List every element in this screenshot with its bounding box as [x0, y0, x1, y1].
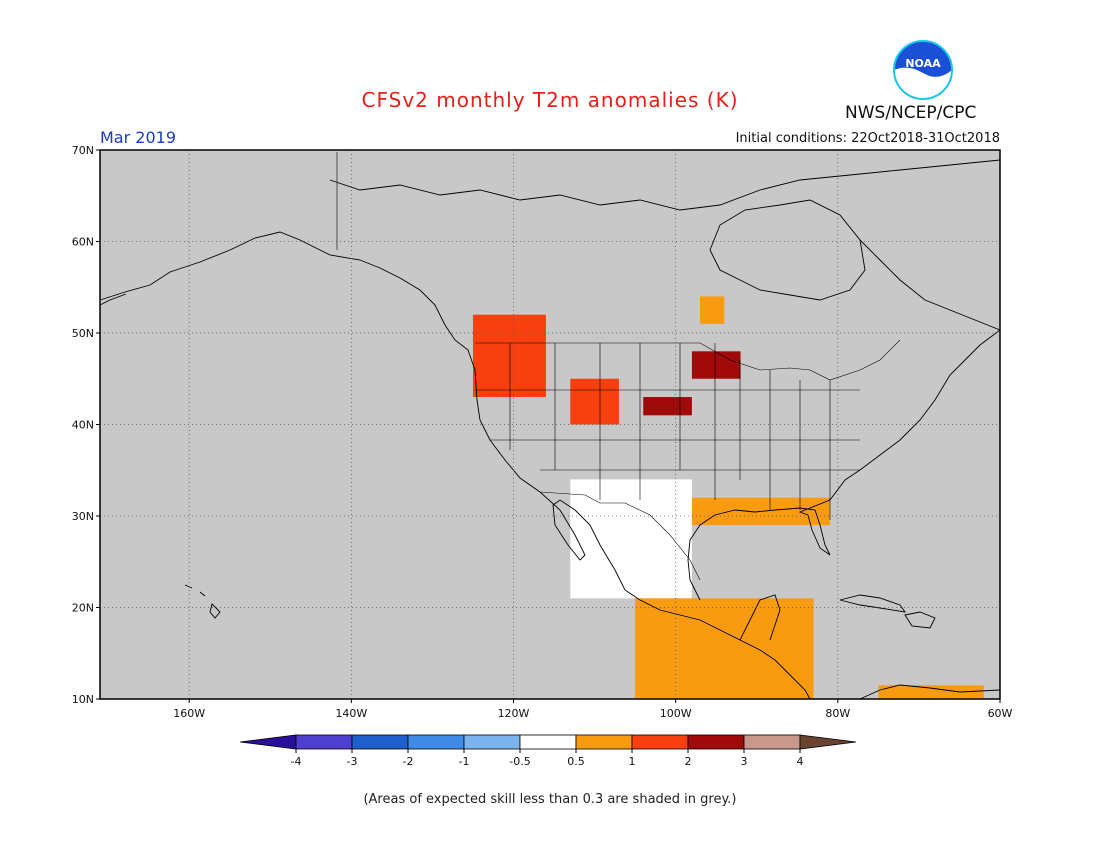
- noaa-logo-text: NOAA: [905, 57, 941, 70]
- anomaly-caribbean: [878, 685, 984, 699]
- colorbar-segment: [743, 734, 801, 750]
- lat-label: 20N: [72, 602, 94, 615]
- lat-label: 40N: [72, 419, 94, 432]
- colorbar-segment: [407, 734, 465, 750]
- south-america-coastline: [859, 684, 1001, 700]
- colorbar-label: 1: [629, 755, 636, 768]
- colorbar-segment: [687, 734, 745, 750]
- longitude-labels: 160W 140W 120W 100W 80W 60W: [173, 699, 1013, 720]
- latitude-labels: 70N 60N 50N 40N 30N 20N 10N: [72, 144, 100, 706]
- colorbar-label: 0.5: [567, 755, 585, 768]
- anomaly-mexico-central-america: [635, 598, 814, 699]
- labrador-coastline: [859, 239, 1001, 331]
- colorbar-label: 2: [685, 755, 692, 768]
- agency-label: NWS/NCEP/CPC: [845, 103, 977, 123]
- gulf-coastline: [687, 329, 1001, 601]
- colorbar-label: -0.5: [509, 755, 530, 768]
- state-borders: [475, 343, 860, 520]
- noaa-logo: NOAA: [893, 40, 953, 100]
- yucatan-coastline: [739, 594, 781, 641]
- coastlines: [99, 159, 1001, 700]
- lon-label: 60W: [988, 707, 1013, 720]
- arctic-coastline: [329, 159, 1001, 211]
- map-background: [100, 150, 1000, 699]
- colorbar-label: 3: [741, 755, 748, 768]
- anomaly-pacific-northwest: [472, 314, 546, 398]
- colorbar-label: -4: [291, 755, 302, 768]
- colorbar-segment: [631, 734, 689, 750]
- us-canada-border: [475, 339, 901, 381]
- forecast-month: Mar 2019: [100, 128, 176, 147]
- colorbar-segment: [799, 734, 857, 750]
- anomaly-nebraska: [643, 397, 692, 416]
- lat-label: 30N: [72, 510, 94, 523]
- anomaly-southwest-us-mexico: [570, 479, 692, 599]
- political-borders: [336, 152, 901, 581]
- colorbar-label: -2: [403, 755, 414, 768]
- colorbar-segment: [463, 734, 521, 750]
- colorbar-label: 4: [797, 755, 804, 768]
- lon-label: 100W: [660, 707, 692, 720]
- lat-label: 50N: [72, 327, 94, 340]
- colorbar: -4 -3 -2 -1 -0.5 0.5 1 2 3 4: [239, 734, 857, 768]
- us-mexico-border: [539, 491, 701, 581]
- lon-label: 160W: [173, 707, 205, 720]
- anomaly-minnesota: [691, 351, 741, 379]
- colorbar-label: -3: [347, 755, 358, 768]
- colorbar-segment: [519, 734, 577, 750]
- chart-title: CFSv2 monthly T2m anomalies (K): [361, 88, 739, 112]
- hudson-bay-coastline: [709, 199, 866, 301]
- initial-conditions: Initial conditions: 22Oct2018-31Oct2018: [735, 131, 1000, 146]
- lon-label: 120W: [498, 707, 530, 720]
- anomaly-idaho-wyoming: [570, 378, 619, 425]
- colorbar-segment: [295, 734, 353, 750]
- colorbar-label: -1: [459, 755, 470, 768]
- colorbar-segment: [239, 734, 297, 750]
- hawaii-coastline: [184, 584, 221, 619]
- lat-label: 70N: [72, 144, 94, 157]
- lat-label: 10N: [72, 693, 94, 706]
- hispaniola-coastline: [904, 611, 936, 629]
- colorbar-segment: [351, 734, 409, 750]
- aleutian-coastline: [99, 293, 127, 306]
- anomaly-ontario: [700, 296, 725, 324]
- lat-label: 60N: [72, 236, 94, 249]
- cuba-coastline: [839, 594, 906, 613]
- colorbar-segment: [575, 734, 633, 750]
- lon-label: 80W: [825, 707, 850, 720]
- lon-label: 140W: [335, 707, 367, 720]
- skill-footnote: (Areas of expected skill less than 0.3 a…: [363, 792, 737, 807]
